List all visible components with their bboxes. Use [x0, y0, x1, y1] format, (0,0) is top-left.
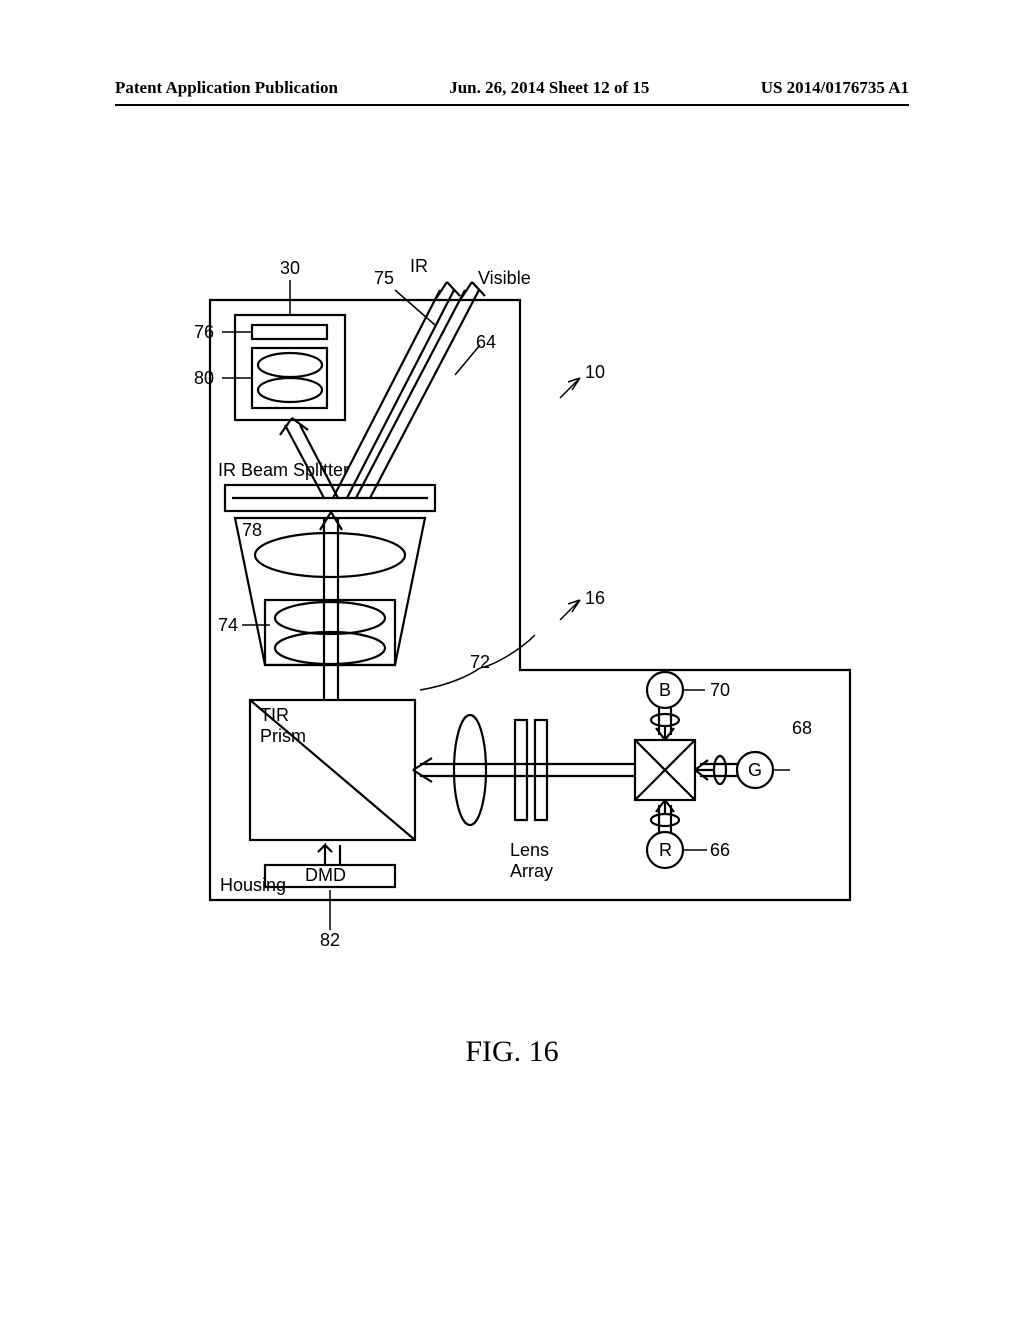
relay-lens [454, 715, 486, 825]
arrow-xcube-to-prism [413, 758, 635, 782]
ref-30: 30 [280, 258, 300, 279]
sensor-lens-1 [258, 353, 322, 377]
lead-lines [222, 280, 790, 930]
ref-72: 72 [470, 652, 490, 673]
sensor-chip [252, 325, 327, 339]
patent-header: Patent Application Publication Jun. 26, … [115, 78, 909, 106]
figure-title: FIG. 16 [0, 1035, 1024, 1069]
label-ir-beam-splitter: IR Beam Splitter [218, 460, 349, 481]
proj-lens-el1 [255, 533, 405, 577]
sensor-lens-2 [258, 378, 322, 402]
led-g-lens [714, 756, 726, 784]
label-tir-prism: TIR Prism [260, 705, 306, 747]
ref-78: 78 [242, 520, 262, 541]
ref-82: 82 [320, 930, 340, 951]
ref-76: 76 [194, 322, 214, 343]
ref-75: 75 [374, 268, 394, 289]
x-cube [635, 740, 695, 800]
proj-lens-el3 [275, 632, 385, 664]
header-left: Patent Application Publication [115, 78, 338, 98]
arrow-output-visible [356, 282, 485, 498]
header-right: US 2014/0176735 A1 [761, 78, 909, 98]
led-r-lens [651, 814, 679, 826]
ref-74: 74 [218, 615, 238, 636]
label-dmd: DMD [305, 865, 346, 886]
ref-16: 16 [585, 588, 605, 609]
figure-16-diagram: B G R 30 76 80 75 64 10 78 74 72 70 68 6… [180, 270, 860, 950]
label-housing: Housing [220, 875, 286, 896]
proj-lens-housing [235, 518, 425, 665]
ref-10: 10 [585, 362, 605, 383]
header-center: Jun. 26, 2014 Sheet 12 of 15 [449, 78, 649, 98]
proj-lens-el2 [275, 602, 385, 634]
led-b-lens [651, 714, 679, 726]
led-r-label: R [659, 840, 672, 860]
ref-64: 64 [476, 332, 496, 353]
lens-array-slit-1 [515, 720, 527, 820]
ref-70: 70 [710, 680, 730, 701]
led-g-label: G [748, 760, 762, 780]
arrow-output-ir [333, 282, 460, 498]
label-ir: IR [410, 256, 428, 277]
led-b-label: B [659, 680, 671, 700]
label-lens-array: Lens Array [510, 840, 553, 882]
ref-66: 66 [710, 840, 730, 861]
ref-68: 68 [792, 718, 812, 739]
label-visible: Visible [478, 268, 531, 289]
arrow-main-up [320, 512, 342, 700]
ref-80: 80 [194, 368, 214, 389]
lens-array-slit-2 [535, 720, 547, 820]
arrow-dmd-to-tir [318, 845, 340, 865]
